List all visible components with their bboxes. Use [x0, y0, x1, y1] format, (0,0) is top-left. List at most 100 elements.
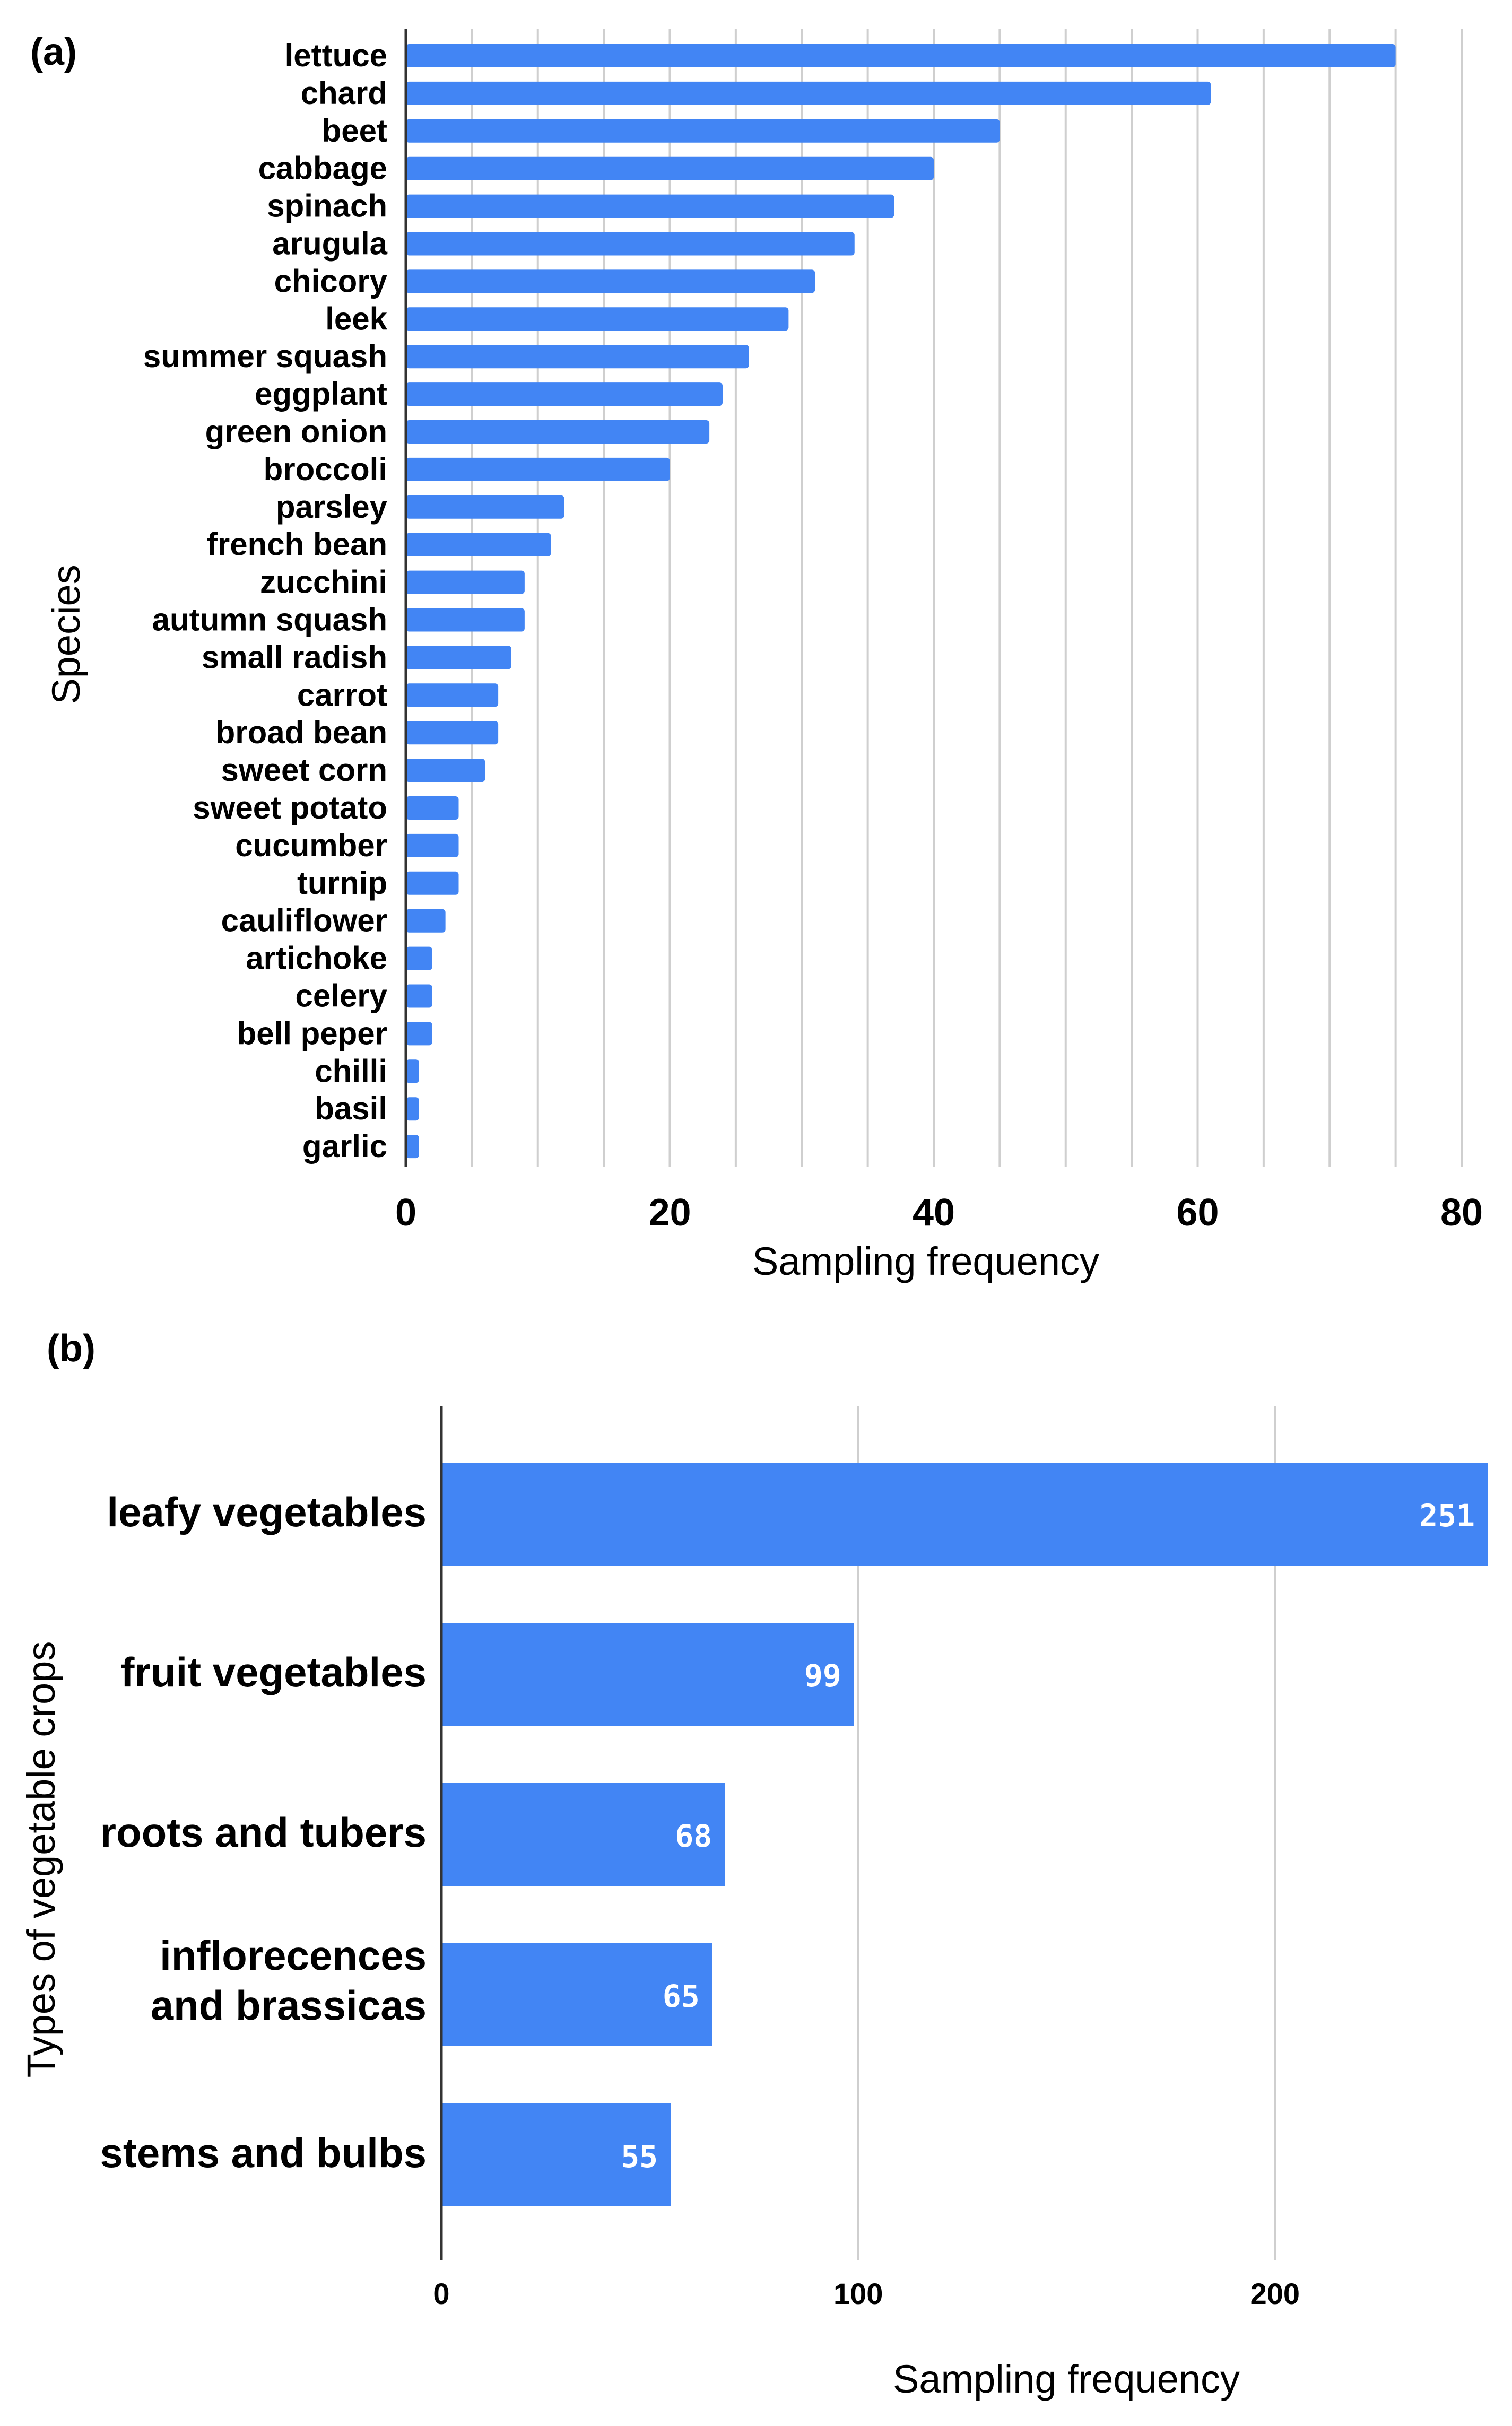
panel-a-bar [406, 608, 525, 632]
panel-b-data-label: 251 [1419, 1498, 1475, 1534]
panel-b-x-tick-label: 0 [433, 2277, 449, 2310]
panel-a-bar [406, 759, 485, 782]
panel-a-category-label: autumn squash [152, 602, 387, 638]
panel-a-category-label: turnip [297, 865, 387, 901]
panel-a-bar [406, 1097, 419, 1121]
panel-b-category-label: roots and tubers [100, 1809, 427, 1856]
panel-b-bar [441, 2103, 671, 2206]
panel-b-category-labels: leafy vegetables fruit vegetables roots an… [100, 1489, 427, 2176]
panel-b-label: (b) [47, 1327, 95, 1370]
panel-a-category-label: bell peper [237, 1015, 387, 1051]
panel-a-bar [406, 345, 749, 369]
panel-a-bar [406, 1022, 432, 1046]
panel-b-x-tick-labels: 0 100 200 [433, 2277, 1300, 2310]
panel-a-category-label: garlic [302, 1128, 387, 1164]
panel-a-x-tick-labels: 0 20 40 60 80 [395, 1192, 1483, 1234]
panel-a-bar [406, 81, 1211, 105]
panel-b-category-label: fruit vegetables [120, 1649, 427, 1695]
panel-a-category-label: sweet potato [193, 790, 387, 825]
panel-a-x-tick-label: 40 [913, 1192, 955, 1234]
panel-a-category-label: basil [315, 1091, 387, 1126]
panel-a-bar [406, 570, 525, 594]
panel-a-bar [406, 646, 511, 669]
panel-a-bar [406, 946, 432, 970]
panel-a-x-tick-label: 60 [1176, 1192, 1219, 1234]
panel-a-bar [406, 1135, 419, 1159]
panel-a-label: (a) [30, 31, 77, 73]
panel-a-bar [406, 232, 855, 256]
panel-b-y-axis-title: Types of vegetable crops [19, 1641, 63, 2078]
panel-a-x-tick-label: 0 [395, 1192, 416, 1234]
panel-a-bar [406, 44, 1396, 67]
panel-b-bar [441, 1463, 1488, 1566]
panel-a-category-label: french bean [207, 527, 387, 562]
panel-a-bar [406, 871, 459, 895]
panel-a-category-label: artichoke [246, 941, 387, 976]
panel-a-category-label: beet [322, 113, 387, 149]
panel-b-x-axis-title: Sampling frequency [893, 2357, 1240, 2401]
panel-a-category-label: small radish [202, 639, 387, 675]
panel-b-x-tick-label: 200 [1250, 2277, 1300, 2310]
panel-a-bar [406, 1059, 419, 1083]
panel-b-data-label: 68 [675, 1818, 712, 1854]
panel-b-category-label: stems and bulbs [100, 2129, 427, 2176]
panel-a-bar [406, 269, 815, 293]
panel-a-chart: (a) lettucechardbeetcabbagespinacharugul… [30, 29, 1483, 1283]
panel-a-x-tick-label: 80 [1440, 1192, 1483, 1234]
panel-b-data-label: 99 [804, 1658, 841, 1694]
panel-a-y-axis-title: Species [44, 564, 88, 704]
panel-a-category-label: eggplant [255, 376, 387, 412]
panel-a-category-label: green onion [205, 414, 387, 449]
panel-a-bar [406, 194, 894, 218]
panel-a-bar [406, 156, 934, 180]
panel-b-bars [441, 1463, 1488, 2206]
panel-a-bar [406, 307, 789, 331]
panel-b-bar [441, 1783, 725, 1886]
panel-b-data-label: 65 [663, 1978, 700, 2014]
panel-a-category-label: chilli [315, 1053, 387, 1089]
panel-b-category-label: inflorecences [160, 1932, 427, 1979]
panel-a-category-label: parsley [276, 489, 388, 525]
panel-a-bar [406, 683, 499, 707]
panel-a-bar [406, 495, 564, 519]
panel-a-category-label: arugula [272, 226, 387, 262]
panel-a-gridlines [471, 29, 1463, 1167]
panel-a-category-label: leek [325, 301, 387, 336]
panel-a-category-label: sweet corn [221, 752, 387, 788]
panel-a-bar [406, 533, 551, 556]
panel-b-chart: (b) 251 99 68 65 55 leafy vegetables fruit ve… [19, 1327, 1488, 2401]
panel-a-category-label: lettuce [285, 38, 387, 73]
panel-a-category-label: broad bean [216, 715, 387, 750]
panel-a-category-label: celery [296, 978, 388, 1014]
panel-a-category-label: spinach [267, 188, 387, 224]
panel-a-bar [406, 796, 459, 820]
panel-a-category-label: broccoli [264, 451, 387, 487]
panel-a-category-label: carrot [297, 677, 387, 712]
panel-a-bar [406, 457, 670, 481]
panel-b-category-label: and brassicas [151, 1982, 427, 2029]
panel-a-category-label: cabbage [258, 151, 387, 186]
panel-a-category-label: summer squash [143, 338, 387, 374]
panel-a-x-tick-label: 20 [648, 1192, 691, 1234]
panel-a-bar [406, 984, 432, 1008]
panel-a-bar [406, 909, 446, 933]
panel-a-bar [406, 833, 459, 857]
panel-a-x-axis-title: Sampling frequency [752, 1239, 1099, 1283]
panel-b-category-label: leafy vegetables [107, 1489, 427, 1535]
panel-a-bar [406, 119, 1000, 143]
panel-a-category-label: cucumber [235, 828, 387, 863]
panel-a-bar [406, 382, 723, 406]
panel-a-category-label: chard [301, 75, 387, 111]
panel-b-x-tick-label: 100 [833, 2277, 883, 2310]
panel-b-data-labels: 251 99 68 65 55 [621, 1498, 1475, 2175]
panel-b-bar [441, 1623, 854, 1726]
panel-a-bar [406, 420, 710, 444]
panel-b-data-label: 55 [621, 2138, 658, 2175]
panel-a-category-label: zucchini [260, 564, 387, 600]
panel-b-bar [441, 1943, 712, 2046]
panel-a-bar [406, 721, 499, 745]
panel-a-category-label: chicory [274, 263, 388, 299]
panel-a-category-label: cauliflower [221, 903, 387, 938]
panel-a-category-labels: lettucechardbeetcabbagespinacharugulachi… [143, 38, 388, 1164]
